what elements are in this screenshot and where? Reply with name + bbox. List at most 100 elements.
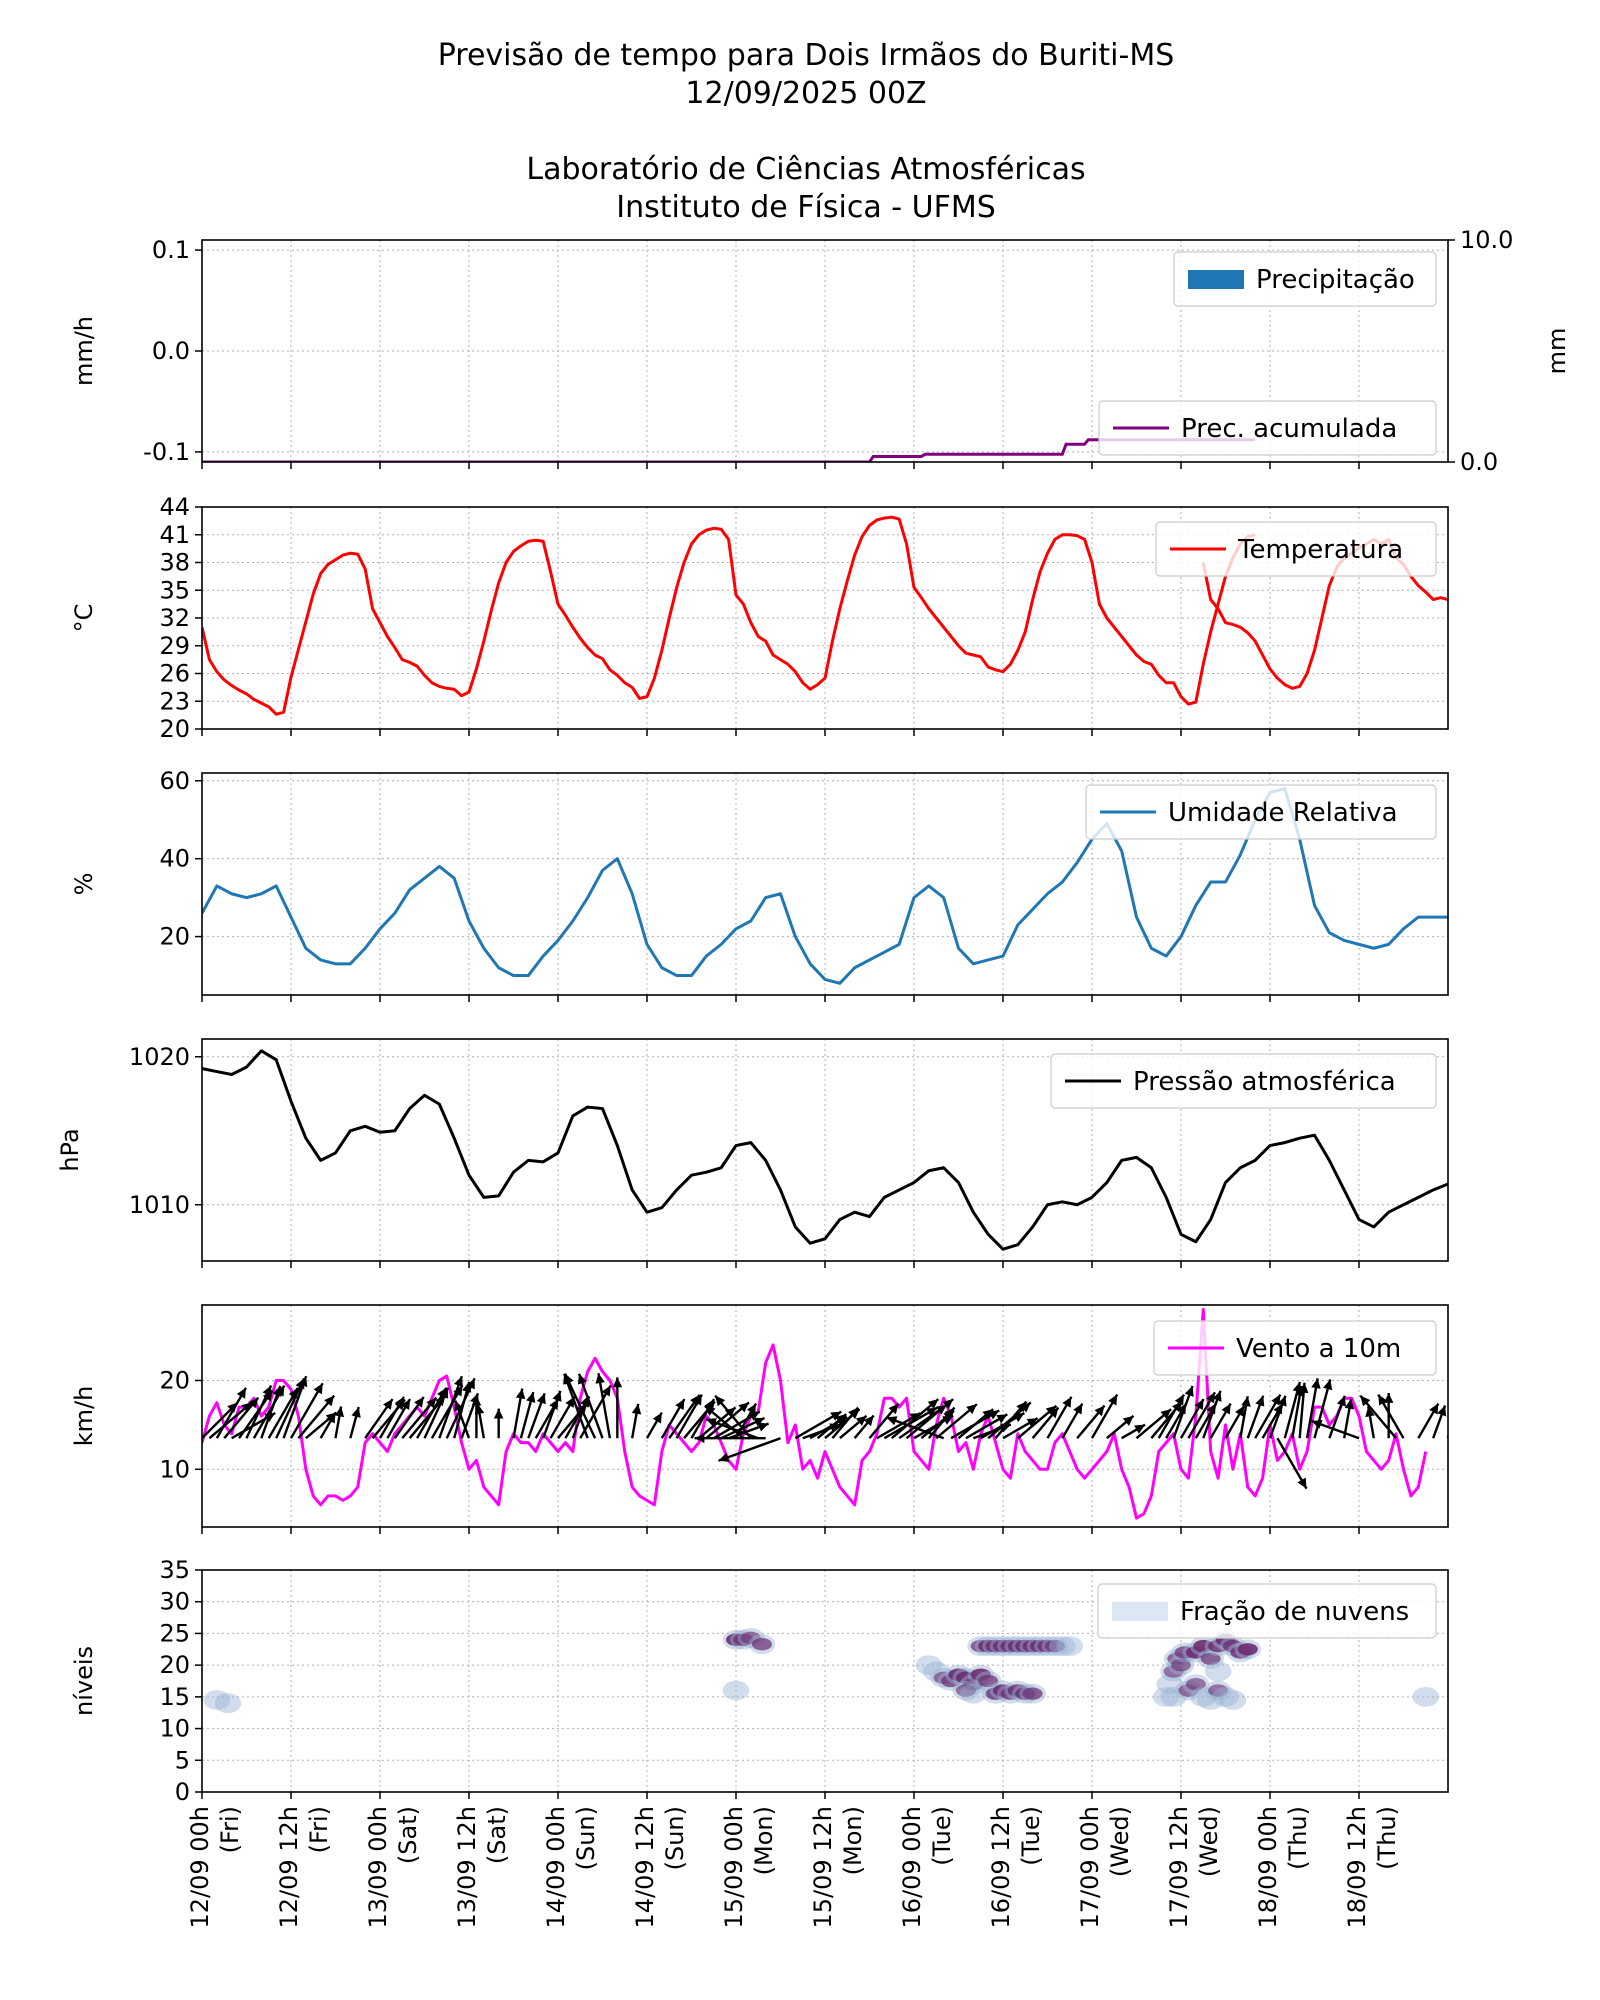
wind-arrow-head [692, 1394, 702, 1406]
axes-frame [201, 1304, 1449, 1528]
xtick-label-day: (Wed) [1195, 1806, 1223, 1877]
cloud-halo [1156, 1674, 1184, 1695]
xtick-label-date: 15/09 12h [809, 1806, 837, 1929]
legend-box [1173, 251, 1437, 307]
ytick-right-label: 10.0 [1460, 226, 1513, 254]
xtick-label-date: 17/09 00h [1076, 1806, 1104, 1929]
legend: Precipitação [1173, 251, 1437, 307]
wind-arrow-head [351, 1407, 361, 1418]
wind-arrow [1446, 1431, 1448, 1439]
legend-label: Prec. acumulada [1181, 414, 1397, 444]
wind-arrow-head [926, 1407, 937, 1417]
wind-arrow-head [886, 1416, 898, 1426]
wind-arrow [289, 1382, 324, 1439]
xtick-label-date: 12/09 00h [186, 1806, 214, 1929]
wind-arrow-head [493, 1408, 504, 1419]
xtick-label-date: 17/09 12h [1165, 1806, 1193, 1929]
wind-arrow [275, 1377, 306, 1439]
legend-box [1097, 1583, 1437, 1639]
wind-arrow-head [888, 1403, 899, 1415]
wind-arrow [1305, 1378, 1319, 1439]
x-axis-labels: 12/09 00h (Fri) 12/09 12h (Fri) 13/09 00h (Sa… [186, 1806, 1401, 1929]
xtick-label-day: (Wed) [1106, 1806, 1134, 1877]
ytick-label: 32 [159, 604, 190, 632]
wind-arrow [282, 1375, 308, 1439]
cloud-halo [1204, 1661, 1232, 1682]
wind-arrow-head [526, 1392, 536, 1403]
legend-label: Umidade Relativa [1168, 798, 1398, 828]
wind-arrow-head [1241, 1396, 1251, 1407]
wind-arrow-head [927, 1399, 939, 1410]
lab-line-2: Instituto de Física - UFMS [616, 190, 996, 225]
legend-label: Vento a 10m [1236, 1334, 1401, 1364]
ytick-label: 44 [159, 493, 190, 521]
cloud-cell [1044, 1639, 1065, 1653]
ytick-label: 0.0 [152, 337, 190, 365]
axes-frame [201, 1569, 1449, 1793]
wind-arrow [905, 1398, 954, 1440]
wind-arrow-head [382, 1399, 393, 1410]
wind-arrow-head [241, 1402, 253, 1413]
legend-label: Precipitação [1256, 265, 1415, 295]
y-axis-label: hPa [56, 1128, 84, 1171]
legend-box [1098, 400, 1437, 456]
panel-humidity: 20 40 60% Umidade Relativa [70, 767, 1449, 1002]
legend: Fração de nuvens [1097, 1583, 1437, 1639]
wind-arrow-head [1026, 1418, 1038, 1428]
cloud-halo [1212, 1686, 1239, 1707]
wind-arrow-head [454, 1376, 464, 1388]
wind-arrow [563, 1373, 597, 1439]
wind-arrow-head [334, 1406, 345, 1418]
y-axis-label-right: mm [1543, 328, 1571, 375]
legend: Prec. acumulada [1098, 400, 1437, 456]
wind-arrow-head [1336, 1395, 1346, 1407]
cloud-cell [1237, 1643, 1258, 1656]
legend-label: Temperatura [1237, 535, 1403, 565]
cloud-cell [1200, 1652, 1221, 1665]
wind-arrow-head [1184, 1385, 1194, 1397]
wind-arrow-head [715, 1395, 726, 1407]
axes-frame [201, 239, 1449, 463]
wind-arrow-head [675, 1399, 685, 1411]
wind-arrow-head [298, 1376, 308, 1388]
wind-arrow-head [565, 1396, 575, 1408]
wind-arrow-head [1212, 1390, 1222, 1402]
wind-arrow-head [652, 1412, 662, 1424]
wind-arrow-head [601, 1385, 611, 1397]
xtick-label-day: (Tue) [928, 1806, 956, 1866]
panel-clouds: 0 5 10 15 20 25 30 35 níveis Fração de nuvens [70, 1556, 1449, 1806]
xtick-label-day: (Thu) [1373, 1806, 1401, 1870]
series-accumulated-precip [202, 438, 1256, 462]
wind-arrow-head [1174, 1394, 1184, 1406]
wind-arrow-head [996, 1414, 1008, 1424]
wind-arrow-head [706, 1418, 717, 1428]
wind-arrow [438, 1375, 464, 1439]
wind-arrow-head [1311, 1378, 1321, 1389]
cloud-halo [1048, 1636, 1076, 1657]
legend: Vento a 10m [1153, 1320, 1437, 1376]
ytick-label: 41 [159, 521, 190, 549]
wind-arrow [597, 1372, 612, 1439]
wind-arrow-head [400, 1399, 411, 1411]
ytick-label: 25 [159, 1619, 190, 1647]
wind-arrow [563, 1373, 589, 1439]
wind-arrow-head [1277, 1395, 1287, 1407]
ytick-label: 35 [159, 576, 190, 604]
wind-arrow [430, 1384, 464, 1439]
wind-arrow-head [1122, 1415, 1134, 1426]
ytick-label: 15 [159, 1683, 190, 1711]
ytick-label: 35 [159, 1556, 190, 1584]
legend-box [1085, 784, 1437, 840]
ytick-label: 29 [159, 632, 190, 660]
xtick-label-day: (Sun) [572, 1806, 600, 1870]
series-humidity [202, 787, 1448, 985]
wind-arrow-head [236, 1387, 246, 1399]
wind-arrow-head [474, 1403, 485, 1415]
wind-arrow-head [1094, 1405, 1105, 1417]
xtick-label-date: 16/09 00h [898, 1806, 926, 1929]
legend-label: Fração de nuvens [1180, 1597, 1409, 1627]
wind-arrows [202, 1372, 1448, 1490]
legend: Pressão atmosférica [1050, 1053, 1437, 1109]
wind-arrow-head [718, 1452, 730, 1462]
xtick-label-date: 18/09 12h [1343, 1806, 1371, 1929]
